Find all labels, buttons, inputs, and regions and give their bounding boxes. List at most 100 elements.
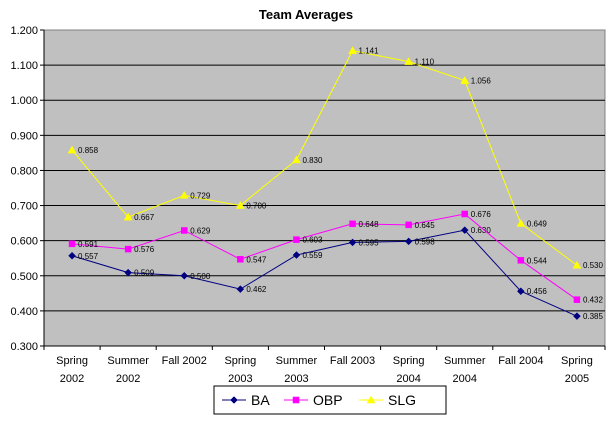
x-tick-label: Spring <box>561 355 593 367</box>
data-point-ba <box>516 287 525 296</box>
x-tick-label: Fall 2003 <box>330 355 375 367</box>
data-point-slg <box>123 212 133 221</box>
y-tick-label: 0.700 <box>10 201 38 213</box>
data-label-obp: 0.591 <box>78 240 99 249</box>
data-point-ba <box>180 271 189 280</box>
legend-marker-obp <box>292 396 300 404</box>
data-label-slg: 1.056 <box>471 77 492 86</box>
x-tick-label: 2004 <box>396 373 420 385</box>
chart-title: Team Averages <box>259 7 353 22</box>
plot-area <box>43 29 606 347</box>
data-point-obp <box>68 240 76 248</box>
legend-box <box>213 385 447 415</box>
x-tick-label: 2002 <box>60 373 84 385</box>
data-point-obp <box>124 245 132 253</box>
data-label-obp: 0.629 <box>190 226 211 235</box>
series-line-slg <box>71 50 578 266</box>
data-point-ba <box>236 285 245 293</box>
x-tick-label: 2002 <box>116 373 140 385</box>
data-point-obp <box>461 210 468 218</box>
y-tick-label: 0.300 <box>10 341 38 353</box>
data-point-obp <box>349 220 356 228</box>
data-point-ba <box>292 251 301 259</box>
data-label-obp: 0.544 <box>527 256 548 265</box>
data-point-ba <box>124 268 133 277</box>
data-label-obp: 0.676 <box>471 210 492 219</box>
data-point-obp <box>405 221 412 229</box>
data-label-ba: 0.598 <box>415 237 436 246</box>
data-label-obp: 0.645 <box>415 221 436 230</box>
x-tick-label: Summer <box>444 355 486 367</box>
data-point-slg <box>516 218 526 227</box>
data-label-ba: 0.559 <box>302 251 323 260</box>
data-label-obp: 0.432 <box>583 296 604 305</box>
data-point-slg <box>460 76 470 84</box>
data-point-obp <box>181 227 188 234</box>
y-tick-label: 0.900 <box>10 130 38 142</box>
data-label-slg: 0.530 <box>583 261 604 270</box>
data-label-ba: 0.557 <box>78 252 99 261</box>
data-label-ba: 0.500 <box>190 272 211 281</box>
y-tick-label: 1.000 <box>10 95 38 107</box>
x-tick-label: Fall 2002 <box>162 355 207 367</box>
data-point-ba <box>68 251 76 260</box>
data-point-ba <box>348 238 357 247</box>
data-label-slg: 1.110 <box>415 58 435 67</box>
data-label-obp: 0.576 <box>134 245 155 254</box>
y-tick-label: 1.100 <box>10 60 38 72</box>
data-point-obp <box>237 256 244 263</box>
legend-marker-slg <box>366 395 376 404</box>
x-tick-label: Spring <box>393 355 425 367</box>
data-point-slg <box>67 145 77 154</box>
data-label-ba: 0.462 <box>246 285 267 294</box>
x-tick-label: Spring <box>56 355 88 367</box>
data-point-obp <box>573 296 581 303</box>
data-label-ba: 0.630 <box>471 226 492 235</box>
x-tick-label: Fall 2004 <box>498 355 543 367</box>
data-label-obp: 0.648 <box>359 220 380 229</box>
data-point-slg <box>404 57 414 65</box>
x-tick-label: 2003 <box>284 373 308 385</box>
data-label-slg: 0.830 <box>302 156 323 165</box>
legend-label-obp: OBP <box>313 392 343 408</box>
data-point-ba <box>573 312 581 321</box>
y-tick-label: 0.600 <box>10 236 38 248</box>
x-tick-label: 2003 <box>228 373 252 385</box>
x-tick-label: Spring <box>224 355 256 367</box>
data-label-slg: 0.667 <box>134 213 155 222</box>
data-point-slg <box>292 155 301 164</box>
data-point-obp <box>293 236 300 243</box>
legend-label-slg: SLG <box>388 392 416 408</box>
data-point-slg <box>572 260 582 269</box>
y-tick-label: 0.400 <box>10 306 38 318</box>
y-tick-label: 1.200 <box>10 25 38 37</box>
data-point-ba <box>460 226 469 234</box>
data-label-ba: 0.456 <box>527 287 548 296</box>
series-line-obp <box>72 213 578 301</box>
x-tick-label: 2004 <box>453 373 477 385</box>
x-tick-label: Summer <box>276 355 318 367</box>
data-label-slg: 0.649 <box>527 219 548 228</box>
data-label-ba: 0.385 <box>583 312 604 321</box>
data-label-obp: 0.547 <box>246 255 267 264</box>
legend-marker-ba <box>230 396 238 404</box>
y-tick-label: 0.500 <box>10 271 38 283</box>
data-label-slg: 0.858 <box>78 146 99 155</box>
data-label-slg: 0.700 <box>246 202 267 211</box>
y-tick-label: 0.800 <box>10 165 38 177</box>
series-line-ba <box>71 229 578 317</box>
x-tick-label: Summer <box>107 355 149 367</box>
x-tick-label: 2005 <box>565 373 589 385</box>
data-point-obp <box>517 257 525 264</box>
data-label-obp: 0.603 <box>302 236 323 245</box>
data-label-ba: 0.595 <box>359 238 380 247</box>
data-label-ba: 0.509 <box>134 269 155 278</box>
data-point-slg <box>179 190 189 199</box>
data-label-slg: 0.729 <box>190 191 211 200</box>
data-label-slg: 1.141 <box>359 47 380 56</box>
data-point-slg <box>348 46 357 54</box>
data-point-slg <box>235 201 245 209</box>
data-point-ba <box>404 237 413 246</box>
